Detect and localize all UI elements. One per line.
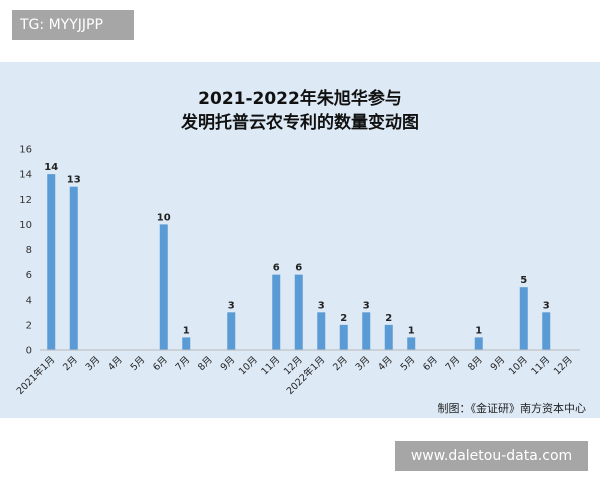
x-tick-label: 6月 bbox=[151, 354, 170, 373]
chart-title-line-2: 发明托普云农专利的数量变动图 bbox=[181, 113, 419, 133]
data-label: 1 bbox=[183, 325, 190, 336]
data-label: 2 bbox=[340, 313, 347, 324]
bar bbox=[362, 312, 371, 350]
x-tick-label: 4月 bbox=[106, 354, 125, 373]
x-tick-label: 12月 bbox=[552, 354, 575, 377]
watermark-bottom: www.daletou-data.com bbox=[395, 441, 588, 471]
bar bbox=[272, 274, 281, 350]
x-tick-label: 7月 bbox=[444, 354, 463, 373]
bar bbox=[47, 174, 56, 350]
y-tick-label: 0 bbox=[26, 346, 32, 357]
x-tick-label: 9月 bbox=[219, 354, 238, 373]
bar bbox=[519, 287, 528, 350]
data-label: 3 bbox=[318, 300, 325, 311]
data-label: 1 bbox=[408, 325, 415, 336]
x-tick-label: 4月 bbox=[376, 354, 395, 373]
bar bbox=[227, 312, 236, 350]
bar bbox=[384, 324, 393, 350]
bar bbox=[407, 337, 416, 350]
x-tick-label: 8月 bbox=[466, 354, 485, 373]
y-tick-label: 12 bbox=[19, 195, 32, 206]
y-tick-label: 6 bbox=[26, 270, 32, 281]
x-tick-label: 9月 bbox=[489, 354, 508, 373]
x-tick-label: 11月 bbox=[259, 354, 282, 377]
x-tick-label: 2月 bbox=[331, 354, 350, 373]
bar bbox=[69, 186, 78, 350]
y-tick-label: 14 bbox=[19, 170, 32, 181]
x-tick-label: 5月 bbox=[129, 354, 148, 373]
data-label: 6 bbox=[273, 263, 280, 274]
watermark-top: TG: MYYJJPP bbox=[12, 10, 134, 40]
x-tick-label: 2月 bbox=[61, 354, 80, 373]
bar bbox=[474, 337, 483, 350]
y-tick-label: 4 bbox=[26, 295, 32, 306]
x-tick-label: 11月 bbox=[529, 354, 552, 377]
source-note: 制图：《金证研》南方资本中心 bbox=[437, 402, 587, 415]
x-tick-label: 5月 bbox=[399, 354, 418, 373]
data-label: 2 bbox=[385, 313, 392, 324]
chart-title-line-1: 2021-2022年朱旭华参与 bbox=[198, 89, 402, 109]
x-tick-label: 10月 bbox=[507, 354, 530, 377]
y-axis: 0 2 4 6 8 10 12 14 16 bbox=[19, 145, 32, 357]
bar bbox=[159, 224, 168, 350]
chart-panel bbox=[0, 62, 600, 418]
data-label: 14 bbox=[44, 162, 58, 173]
data-label: 3 bbox=[228, 300, 235, 311]
bar bbox=[339, 324, 348, 350]
bar bbox=[294, 274, 303, 350]
x-tick-label: 7月 bbox=[174, 354, 193, 373]
x-tick-label: 3月 bbox=[354, 354, 373, 373]
data-label: 6 bbox=[295, 263, 302, 274]
bar bbox=[182, 337, 191, 350]
y-tick-label: 2 bbox=[26, 320, 32, 331]
bar bbox=[542, 312, 551, 350]
x-tick-label: 6月 bbox=[421, 354, 440, 373]
x-tick-label: 8月 bbox=[196, 354, 215, 373]
data-label: 5 bbox=[520, 275, 527, 286]
data-label: 3 bbox=[543, 300, 550, 311]
data-label: 1 bbox=[475, 325, 482, 336]
data-label: 10 bbox=[157, 212, 171, 223]
bar bbox=[317, 312, 326, 350]
data-label: 13 bbox=[67, 175, 81, 186]
x-tick-label: 3月 bbox=[84, 354, 103, 373]
x-tick-label: 10月 bbox=[237, 354, 260, 377]
y-tick-label: 8 bbox=[26, 245, 32, 256]
x-tick-label: 2021年1月 bbox=[14, 354, 57, 397]
y-tick-label: 10 bbox=[19, 220, 32, 231]
y-tick-label: 16 bbox=[19, 145, 32, 156]
data-label: 3 bbox=[363, 300, 370, 311]
